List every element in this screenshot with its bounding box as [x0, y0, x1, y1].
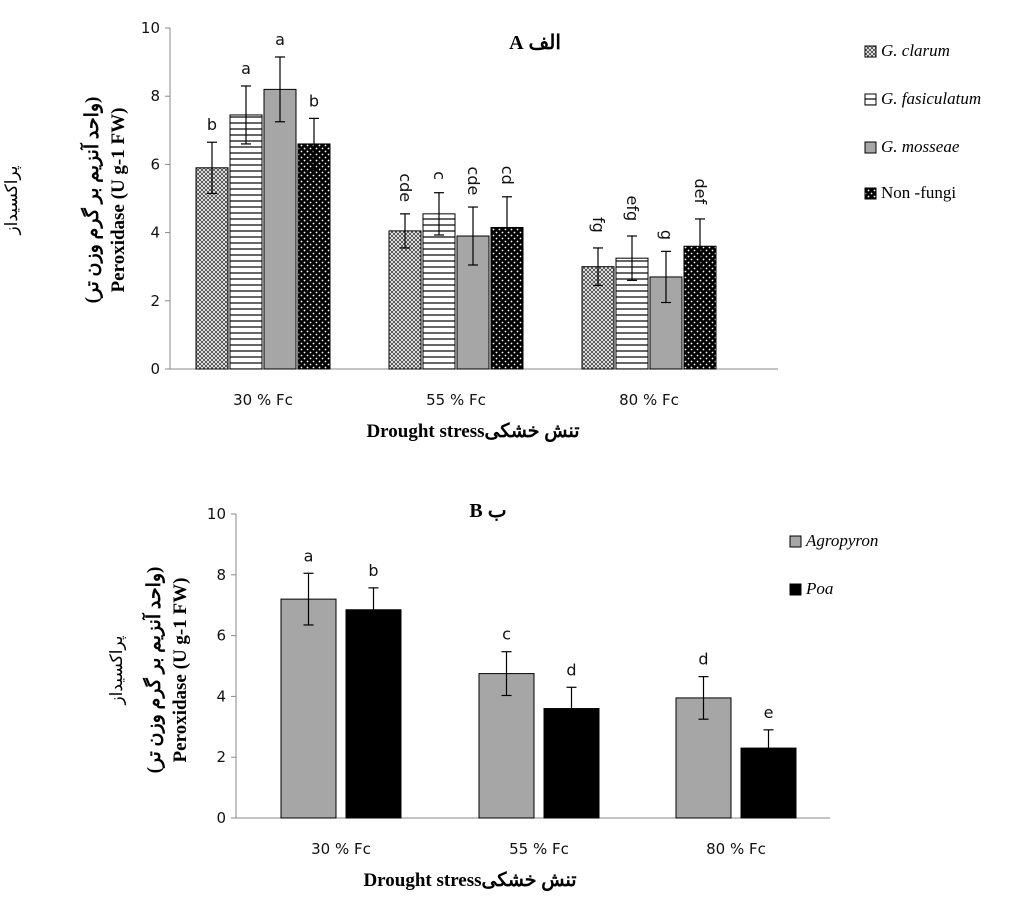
legend-label: G. mosseae: [881, 137, 960, 156]
y-tick-label: 6: [150, 155, 160, 173]
y-tick-label: 0: [150, 360, 160, 378]
panel-a-y-label-persian: پراکسیداز: [2, 165, 22, 235]
significance-letter: fg: [589, 217, 608, 233]
legend-swatch: [864, 141, 877, 154]
significance-letter: a: [304, 546, 314, 565]
legend-swatch: [864, 45, 877, 58]
panel-a-y-label-persian-paren: (واحد آنزیم بر گرم وزن تر): [79, 97, 103, 304]
significance-letter: d: [698, 650, 708, 669]
significance-letter: cde: [396, 173, 415, 202]
y-tick-label: 4: [216, 687, 226, 705]
significance-letter: b: [368, 561, 378, 580]
y-tick-label: 6: [216, 627, 226, 645]
legend-swatch: [864, 93, 877, 106]
panel-b-title: ب B: [469, 500, 506, 522]
significance-letter: cde: [464, 167, 483, 196]
panel-b: 0 2 4 6 8 10 a b c d d e 30 % Fc 55 % Fc 80 % Fc Agr…: [107, 500, 878, 891]
bar: [297, 143, 331, 370]
significance-letter: c: [430, 171, 449, 180]
significance-letter: a: [275, 30, 285, 49]
bar: [263, 88, 297, 370]
panel-b-legend: Agropyron Poa: [789, 531, 878, 598]
bar: [422, 213, 456, 370]
bar: [195, 167, 229, 370]
legend-label: Poa: [805, 579, 833, 598]
bar: [280, 598, 337, 819]
panel-a-title: الف A: [509, 32, 561, 54]
legend-swatch: [789, 583, 802, 596]
y-tick-label: 2: [150, 292, 160, 310]
panel-b-bars: a b c d d e: [280, 546, 797, 819]
x-tick-label: 55 % Fc: [426, 391, 486, 409]
significance-letter: b: [207, 115, 217, 134]
legend-label: G. clarum: [881, 41, 950, 60]
legend-label: Non -fungi: [881, 183, 956, 202]
y-tick-label: 0: [216, 809, 226, 827]
x-tick-label: 30 % Fc: [233, 391, 293, 409]
significance-letter: b: [309, 91, 319, 110]
y-tick-label: 8: [216, 566, 226, 584]
y-tick-label: 10: [141, 19, 160, 37]
bar: [229, 114, 263, 370]
significance-letter: e: [764, 703, 774, 722]
bar: [478, 673, 535, 819]
panel-a-x-axis-label: Drought stressتنش خشکی: [366, 421, 579, 442]
x-tick-label: 55 % Fc: [509, 840, 569, 858]
legend-label: G. fasiculatum: [881, 89, 981, 108]
bar: [388, 230, 422, 370]
significance-letter: a: [241, 59, 251, 78]
y-tick-label: 2: [216, 748, 226, 766]
panel-b-y-label-persian: پراکسیداز: [107, 635, 127, 705]
y-tick-label: 10: [207, 505, 226, 523]
panel-b-y-label-english: Peroxidase (U g-1 FW): [170, 578, 191, 763]
significance-letter: efg: [623, 196, 642, 222]
x-tick-label: 80 % Fc: [706, 840, 766, 858]
legend-swatch: [789, 535, 802, 548]
significance-letter: c: [502, 625, 511, 644]
bar: [345, 609, 402, 819]
legend-swatch: [864, 187, 877, 200]
panel-a-y-label-english: Peroxidase (U g-1 FW): [108, 108, 129, 293]
x-tick-label: 80 % Fc: [619, 391, 679, 409]
panel-b-x-tick-labels: 30 % Fc 55 % Fc 80 % Fc: [311, 840, 766, 858]
panel-a-x-tick-labels: 30 % Fc 55 % Fc 80 % Fc: [233, 391, 679, 409]
x-tick-label: 30 % Fc: [311, 840, 371, 858]
significance-letter: d: [566, 660, 576, 679]
y-tick-label: 8: [150, 87, 160, 105]
panel-a-legend: G. clarum G. fasiculatum G. mosseae Non -fu…: [864, 41, 981, 202]
significance-letter: def: [691, 178, 710, 204]
panel-b-y-label-persian-paren: (واحد آنزیم بر گرم وزن تر): [141, 567, 165, 774]
legend-label: Agropyron: [805, 531, 878, 550]
panel-b-x-axis-label: Drought stressتنش خشکی: [363, 870, 576, 891]
significance-letter: g: [657, 230, 676, 240]
significance-letter: cd: [498, 166, 517, 185]
y-tick-label: 4: [150, 224, 160, 242]
